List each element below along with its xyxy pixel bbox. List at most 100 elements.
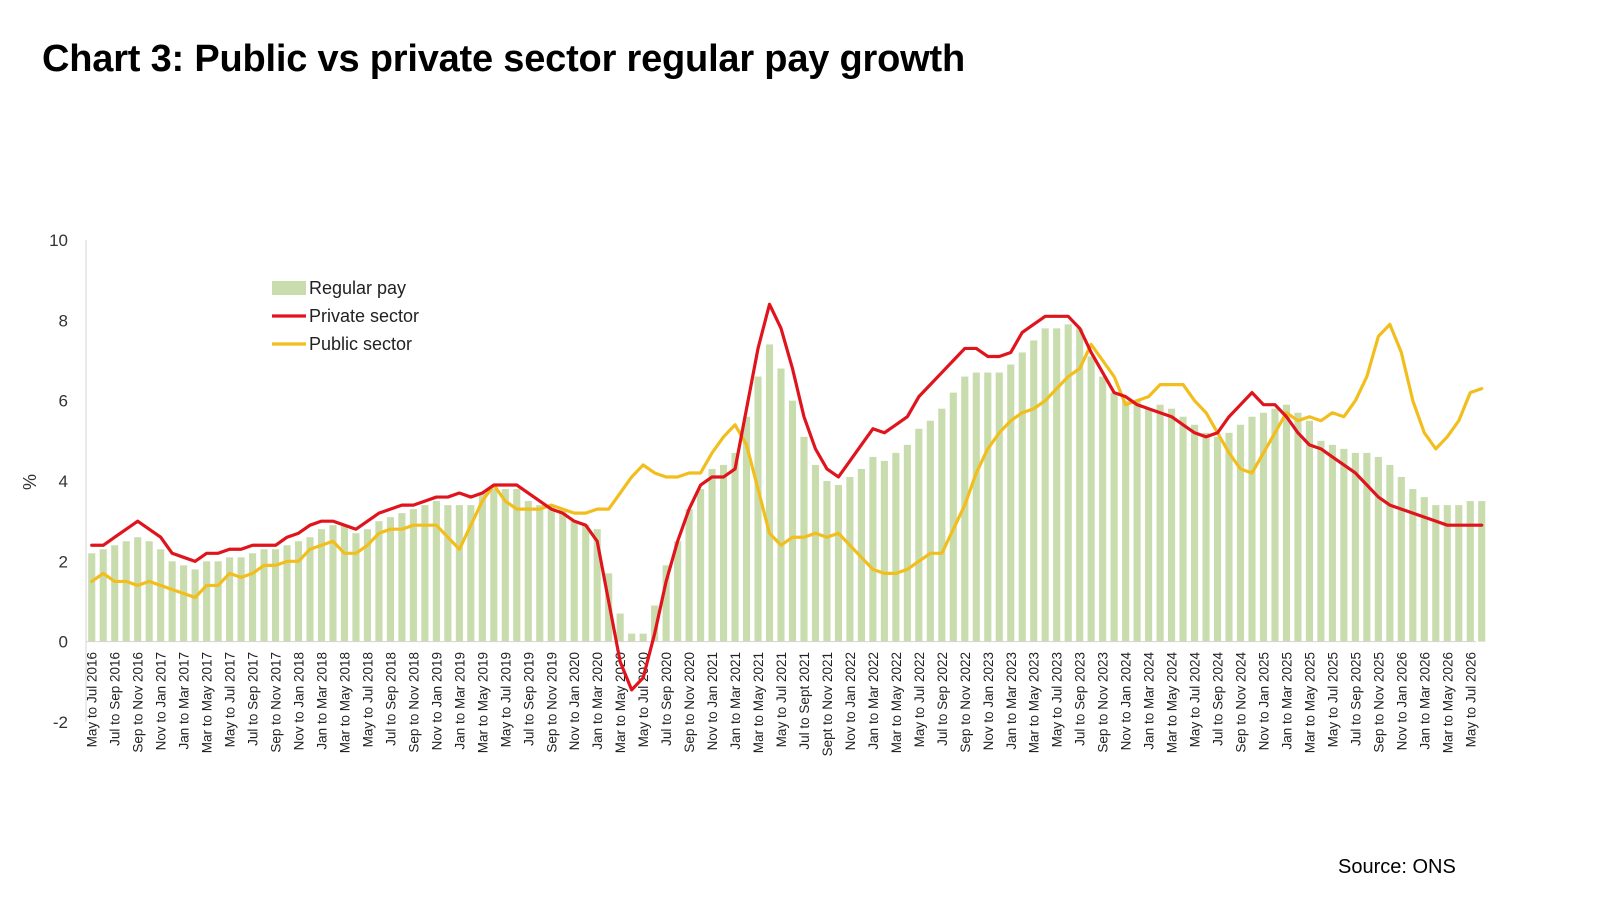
legend-label-regular-pay: Regular pay	[309, 278, 406, 298]
regular-pay-bar	[846, 476, 854, 642]
x-tick-label: Sep to Nov 2022	[958, 652, 973, 753]
x-tick-label: May to Jul 2021	[774, 652, 789, 747]
regular-pay-bar	[869, 456, 877, 642]
x-tick-label: Nov to Jan 2019	[429, 652, 444, 750]
x-tick-label: May to Jul 2020	[636, 652, 651, 747]
regular-pay-bar	[249, 553, 257, 642]
regular-pay-bar	[731, 452, 739, 642]
x-tick-label: May to Jul 2018	[360, 652, 375, 747]
regular-pay-bars	[88, 324, 1486, 642]
regular-pay-bar	[1248, 416, 1256, 642]
x-tick-label: Sep to Nov 2019	[544, 652, 559, 753]
regular-pay-bar	[1179, 416, 1187, 642]
regular-pay-bar	[340, 525, 349, 642]
regular-pay-bar	[1294, 412, 1302, 642]
regular-pay-bar	[444, 505, 452, 642]
regular-pay-bar	[375, 521, 383, 642]
regular-pay-bar	[1409, 489, 1417, 642]
regular-pay-bar	[926, 420, 934, 642]
x-tick-label: Nov to Jan 2024	[1119, 652, 1134, 751]
series-lines	[90, 302, 1484, 692]
x-tick-label: Jul to Sep 2020	[659, 652, 674, 746]
regular-pay-bar	[1271, 408, 1279, 642]
regular-pay-bar	[145, 541, 153, 642]
regular-pay-bar	[1110, 392, 1118, 642]
x-tick-label: Mar to May 2022	[889, 652, 904, 753]
regular-pay-bar	[1351, 452, 1359, 642]
regular-pay-bar	[1478, 501, 1486, 642]
x-tick-label: Jul to Sept 2021	[797, 652, 812, 750]
x-tick-label: May to Jul 2022	[912, 652, 927, 747]
x-tick-label: Mar to May 2020	[613, 652, 628, 753]
y-tick-label: 0	[59, 633, 68, 652]
x-tick-label: May to Jul 2024	[1188, 652, 1203, 748]
regular-pay-bar	[1168, 408, 1176, 642]
regular-pay-bar	[1007, 364, 1015, 642]
regular-pay-bar	[490, 489, 498, 642]
regular-pay-bar	[1317, 440, 1325, 642]
x-tick-label: Nov to Jan 2018	[292, 652, 307, 750]
regular-pay-bar	[203, 561, 211, 642]
regular-pay-bar	[949, 392, 957, 642]
x-tick-label: Jan to Mar 2020	[590, 652, 605, 750]
regular-pay-bar	[1340, 448, 1348, 642]
regular-pay-bar	[582, 525, 590, 642]
regular-pay-bar	[823, 481, 831, 642]
regular-pay-bar	[788, 400, 797, 642]
regular-pay-bar	[501, 489, 509, 642]
regular-pay-bar	[754, 376, 762, 642]
regular-pay-bar	[674, 541, 682, 642]
y-tick-label: -2	[53, 713, 68, 732]
y-tick-label: 2	[59, 552, 68, 571]
regular-pay-bar	[363, 529, 372, 642]
x-tick-label: Sep to Nov 2016	[131, 652, 146, 753]
regular-pay-bar	[1397, 476, 1405, 642]
regular-pay-bar	[1455, 505, 1463, 642]
regular-pay-bar	[1363, 452, 1371, 642]
regular-pay-bar	[1282, 404, 1291, 642]
regular-pay-bar	[811, 464, 820, 642]
regular-pay-bar	[1225, 432, 1233, 642]
regular-pay-bar	[559, 509, 567, 642]
regular-pay-bar	[180, 565, 188, 642]
x-tick-label: Nov to Jan 2023	[981, 652, 996, 750]
x-tick-label: Jul to Sep 2022	[935, 652, 950, 746]
regular-pay-bar	[570, 521, 578, 642]
regular-pay-bar	[329, 525, 337, 642]
regular-pay-bar	[1053, 328, 1061, 642]
regular-pay-bar	[1328, 444, 1336, 642]
x-tick-label: Sep to Nov 2023	[1096, 652, 1111, 753]
x-tick-label: May to Jul 2017	[223, 652, 238, 747]
x-tick-label: Nov to Jan 2026	[1394, 652, 1409, 750]
regular-pay-bar	[651, 605, 659, 642]
regular-pay-bar	[1099, 376, 1107, 642]
x-tick-label: Mar to May 2025	[1302, 652, 1317, 753]
x-tick-label: Sept to Nov 2021	[820, 652, 835, 756]
regular-pay-bar	[1420, 497, 1428, 642]
regular-pay-bar	[1145, 408, 1153, 642]
chart-title: Chart 3: Public vs private sector regula…	[42, 38, 965, 80]
regular-pay-bar	[1213, 436, 1222, 642]
regular-pay-bar	[157, 549, 165, 642]
regular-pay-bar	[398, 513, 406, 642]
regular-pay-bar	[765, 344, 774, 642]
x-tick-label: May to Jul 2016	[85, 652, 100, 747]
regular-pay-bar	[1466, 501, 1474, 642]
regular-pay-bar	[1190, 424, 1199, 642]
regular-pay-bar	[536, 505, 544, 642]
legend-label-private-sector: Private sector	[309, 306, 419, 326]
x-tick-label: Jan to Mar 2019	[452, 652, 467, 750]
regular-pay-bar	[111, 545, 119, 642]
regular-pay-bar	[294, 541, 303, 642]
regular-pay-bar	[478, 493, 486, 642]
regular-pay-bar	[214, 561, 222, 642]
regular-pay-bar	[467, 505, 475, 642]
regular-pay-bar	[455, 505, 463, 642]
x-tick-label: Mar to May 2024	[1165, 652, 1180, 754]
y-tick-label: 8	[59, 311, 68, 330]
regular-pay-bar	[317, 529, 326, 642]
regular-pay-bar	[892, 452, 900, 642]
x-tick-label: Jul to Sep 2024	[1211, 652, 1226, 746]
regular-pay-bar	[593, 529, 601, 642]
